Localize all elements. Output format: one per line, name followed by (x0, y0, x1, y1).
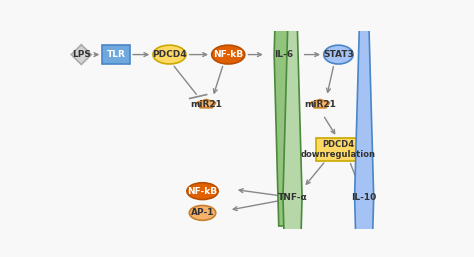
Text: IL-6: IL-6 (274, 50, 293, 59)
Text: TNF-α: TNF-α (278, 192, 308, 201)
Polygon shape (71, 45, 91, 65)
Ellipse shape (187, 183, 218, 199)
Text: IL-10: IL-10 (352, 192, 377, 201)
Text: miR21: miR21 (190, 99, 222, 108)
Text: miR21: miR21 (304, 99, 336, 108)
Text: PDCD4: PDCD4 (152, 50, 187, 59)
Text: NF-kB: NF-kB (187, 187, 218, 196)
Polygon shape (274, 0, 292, 226)
Ellipse shape (212, 45, 245, 64)
Text: AP-1: AP-1 (191, 208, 214, 217)
Text: NF-kB: NF-kB (213, 50, 243, 59)
Text: LPS: LPS (72, 50, 91, 59)
Text: TLR: TLR (107, 50, 126, 59)
Ellipse shape (189, 206, 216, 220)
Polygon shape (283, 26, 302, 257)
FancyBboxPatch shape (102, 45, 130, 64)
FancyBboxPatch shape (316, 138, 360, 161)
Polygon shape (197, 99, 216, 108)
Text: STAT3: STAT3 (323, 50, 354, 59)
Ellipse shape (324, 45, 353, 64)
Text: PDCD4
downregulation: PDCD4 downregulation (301, 140, 376, 159)
Polygon shape (310, 99, 330, 108)
Polygon shape (355, 26, 374, 257)
Ellipse shape (153, 45, 186, 64)
